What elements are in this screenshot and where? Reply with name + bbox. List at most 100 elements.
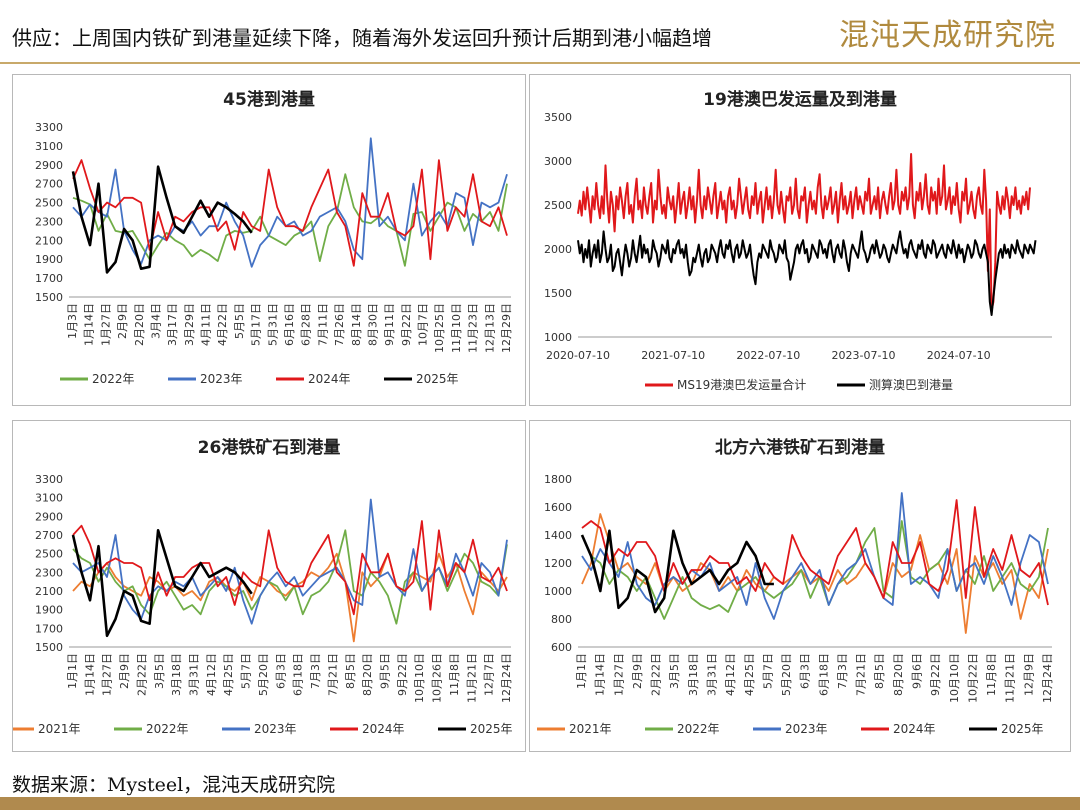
y-tick-label: 1800: [544, 473, 572, 486]
y-tick-label: 1400: [544, 529, 572, 542]
x-tick-label: 3月17日: [166, 303, 179, 346]
x-tick-label: 12月7日: [483, 653, 496, 696]
chart-title: 26港铁矿石到港量: [198, 437, 341, 458]
series-line: [71, 529, 253, 638]
y-tick-label: 2100: [35, 585, 63, 598]
x-tick-label: 12月9日: [1022, 653, 1035, 696]
legend-label: 2022年: [677, 722, 720, 736]
legend-label: 2022年: [92, 372, 135, 386]
x-tick-label: 1月27日: [612, 653, 625, 696]
x-tick-label: 8月20日: [892, 653, 905, 696]
y-tick-label: 2100: [35, 234, 63, 247]
x-tick-label: 4月11日: [200, 303, 213, 346]
y-tick-label: 2300: [35, 566, 63, 579]
x-tick-label: 11月23日: [467, 303, 480, 353]
y-tick-label: 1900: [35, 253, 63, 266]
chart-title: 北方六港铁矿石到港量: [715, 437, 885, 458]
x-tick-label: 6月3日: [274, 653, 287, 689]
x-tick-label: 2021-07-10: [641, 349, 705, 362]
x-tick-label: 1月27日: [101, 653, 114, 696]
series-line: [581, 520, 1049, 620]
x-tick-label: 1月1日: [66, 653, 79, 689]
x-tick-label: 6月16日: [283, 303, 296, 346]
x-tick-label: 1月14日: [83, 653, 96, 696]
y-tick-label: 3300: [35, 473, 63, 486]
x-tick-label: 5月7日: [761, 653, 774, 689]
x-tick-label: 3月4日: [149, 303, 162, 339]
legend-label: 2025年: [470, 722, 513, 736]
x-tick-label: 3月18日: [170, 653, 183, 696]
slide-title: 供应：上周国内铁矿到港量延续下降，随着海外发运回升预计后期到港小幅趋增: [12, 26, 712, 50]
x-tick-label: 8月30日: [366, 303, 379, 346]
x-tick-label: 12月24日: [1041, 653, 1054, 703]
x-tick-label: 7月3日: [309, 653, 322, 689]
x-tick-label: 2月9日: [116, 303, 129, 339]
x-tick-label: 3月31日: [188, 653, 201, 696]
x-tick-label: 9月22日: [396, 653, 409, 696]
y-tick-label: 2700: [35, 529, 63, 542]
chart-45-ports-arrivals: 45港到港量 1500 1700 1900 2100 2300 2500 2700 2900 31…: [35, 89, 513, 386]
header-divider: [0, 62, 1080, 64]
x-tick-label: 8月5日: [873, 653, 886, 689]
x-tick-label: 5月17日: [250, 303, 263, 346]
chart-title: 19港澳巴发运量及到港量: [703, 89, 897, 110]
y-tick-label: 1900: [35, 604, 63, 617]
legend-label: 2023年: [200, 372, 243, 386]
legend-label: 2023年: [785, 722, 828, 736]
series-line: [72, 520, 508, 616]
y-tick-label: 1500: [35, 291, 63, 304]
x-tick-label: 2月9日: [631, 653, 644, 689]
x-tick-label: 4月12日: [205, 653, 218, 696]
x-tick-label: 10月22日: [966, 653, 979, 703]
x-tick-label: 7月21日: [855, 653, 868, 696]
chart-panel-north-6-ports: 北方六港铁矿石到港量 600 800 1000 1200 1400 1600 1800 1月1日…: [529, 420, 1071, 752]
slide-header: 供应：上周国内铁矿到港量延续下降，随着海外发运回升预计后期到港小幅趋增 混沌天成…: [0, 0, 1080, 60]
footer-bar: [0, 797, 1080, 810]
x-tick-label: 9月5日: [378, 653, 391, 689]
y-tick-label: 1500: [35, 641, 63, 654]
x-tick-label: 2024-07-10: [927, 349, 991, 362]
x-tick-label: 3月5日: [153, 653, 166, 689]
x-tick-label: 9月11日: [383, 303, 396, 346]
series-line: [72, 137, 508, 268]
x-tick-label: 3月18日: [687, 653, 700, 696]
x-tick-label: 12月29日: [500, 303, 513, 353]
legend-label: 2022年: [146, 722, 189, 736]
x-tick-label: 11月8日: [448, 653, 461, 696]
x-tick-label: 3月31日: [705, 653, 718, 696]
chart-panel-26-ports: 26港铁矿石到港量 1500 1700 1900 2100 2300 2500 2700 290…: [12, 420, 526, 752]
y-tick-label: 1600: [544, 501, 572, 514]
chart-panel-19-ports: 19港澳巴发运量及到港量 1000 1500 2000 2500 3000 3500 2020…: [529, 74, 1071, 406]
chart-north-6-ports-arrivals: 北方六港铁矿石到港量 600 800 1000 1200 1400 1600 1800 1月1日…: [537, 437, 1054, 736]
y-tick-label: 2300: [35, 215, 63, 228]
x-tick-label: 11月21日: [465, 653, 478, 703]
series-line: [580, 529, 774, 614]
x-tick-label: 6月18日: [817, 653, 830, 696]
y-tick-label: 1200: [544, 557, 572, 570]
y-tick-label: 3500: [544, 111, 572, 124]
y-tick-label: 2900: [35, 159, 63, 172]
x-tick-label: 2月22日: [650, 653, 663, 696]
x-tick-label: 5月20日: [257, 653, 270, 696]
x-tick-label: 2020-07-10: [546, 349, 610, 362]
y-tick-label: 1700: [35, 622, 63, 635]
y-tick-label: 2900: [35, 510, 63, 523]
x-tick-label: 4月25日: [222, 653, 235, 696]
series-line: [71, 165, 253, 274]
y-tick-label: 3300: [35, 121, 63, 134]
x-tick-label: 10月7日: [417, 303, 430, 346]
y-tick-label: 800: [551, 613, 572, 626]
x-tick-label: 2月22日: [135, 653, 148, 696]
x-tick-label: 8月5日: [344, 653, 357, 689]
x-tick-label: 8月20日: [361, 653, 374, 696]
x-tick-label: 4月25日: [743, 653, 756, 696]
x-tick-label: 11月21日: [1004, 653, 1017, 703]
x-tick-label: 1月3日: [66, 303, 79, 339]
y-tick-label: 600: [551, 641, 572, 654]
x-tick-label: 2023-07-10: [832, 349, 896, 362]
x-tick-label: 7月11日: [316, 303, 329, 346]
x-tick-label: 12月13日: [483, 303, 496, 353]
chart-26-ports-arrivals: 26港铁矿石到港量 1500 1700 1900 2100 2300 2500 2700 290…: [13, 437, 513, 736]
x-tick-label: 8月14日: [350, 303, 363, 346]
x-tick-label: 5月7日: [240, 653, 253, 689]
